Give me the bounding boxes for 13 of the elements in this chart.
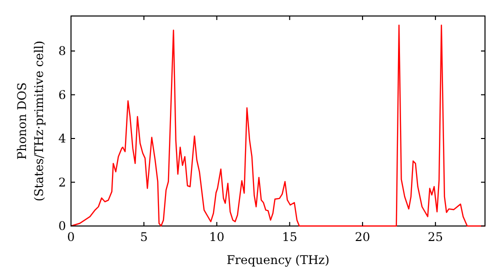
x-tick-label: 10 (209, 230, 224, 244)
y-tick-label: 2 (58, 175, 66, 190)
y-tick-label: 0 (58, 219, 66, 234)
x-tick-label: 15 (282, 230, 298, 244)
x-axis-title: Frequency (THz) (226, 253, 330, 267)
y-axis-title: Phonon DOS (States/THz·primitive cell) (15, 40, 46, 202)
x-tick-label: 5 (140, 230, 148, 244)
y-tick-label: 4 (58, 132, 66, 146)
x-tick-label: 25 (428, 230, 444, 244)
y-tick-label: 6 (58, 88, 66, 102)
y-tick-label: 8 (58, 44, 66, 58)
x-tick-label: 20 (354, 230, 370, 244)
x-tick-label: 0 (67, 230, 75, 244)
